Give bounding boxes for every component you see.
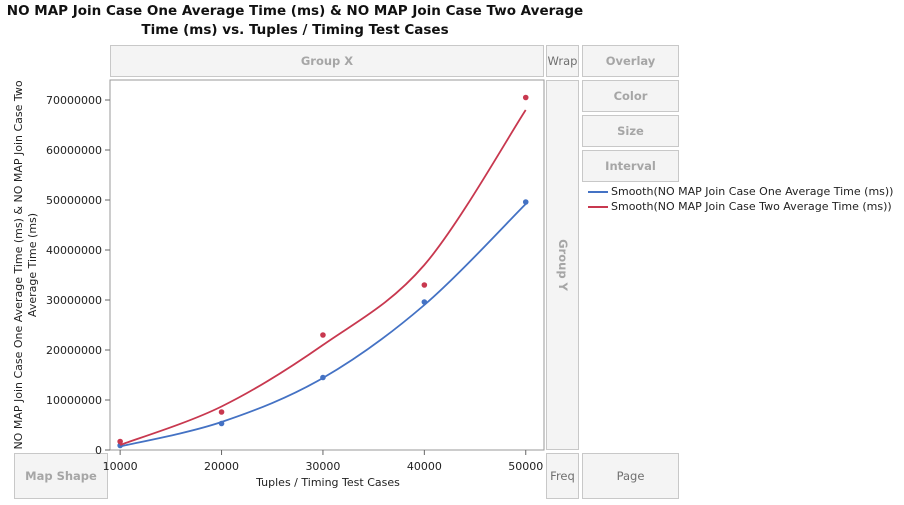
group-x-label: Group X — [300, 54, 354, 68]
x-tick-label-1: 20000 — [204, 460, 239, 473]
interval-zone[interactable]: Interval — [582, 150, 679, 182]
smooth-line-series-1 — [119, 109, 527, 446]
data-point-series-0-3 — [421, 299, 428, 305]
group-y-label: Group Y — [555, 239, 570, 291]
data-point-series-1-1 — [218, 409, 225, 415]
y-tick-label-3: 30000000 — [46, 294, 102, 307]
smooth-line-series-0 — [119, 203, 527, 448]
color-label: Color — [613, 89, 648, 103]
data-point-series-1-0 — [117, 438, 123, 445]
page-label: Page — [616, 469, 645, 483]
wrap-label: Wrap — [547, 54, 578, 68]
y-tick-label-6: 60000000 — [46, 144, 102, 157]
data-point-series-1-3 — [421, 282, 428, 288]
y-tick-label-7: 70000000 — [46, 94, 102, 107]
legend-swatch-series-two — [588, 205, 608, 208]
wrap-zone[interactable]: Wrap — [546, 45, 579, 77]
data-point-series-1-2 — [320, 332, 326, 338]
overlay-zone[interactable]: Overlay — [582, 45, 679, 77]
data-point-series-0-4 — [522, 199, 529, 205]
freq-zone[interactable]: Freq — [546, 453, 579, 499]
y-axis-label: NO MAP Join Case One Average Time (ms) &… — [6, 80, 46, 450]
overlay-label: Overlay — [605, 54, 656, 68]
group-x-zone[interactable]: Group X — [110, 45, 544, 77]
chart-title: NO MAP Join Case One Average Time (ms) &… — [6, 3, 584, 38]
x-axis-label: Tuples / Timing Test Cases — [256, 476, 400, 489]
color-zone[interactable]: Color — [582, 80, 679, 112]
y-axis-label-text: NO MAP Join Case One Average Time (ms) &… — [12, 80, 39, 450]
page-zone[interactable]: Page — [582, 453, 679, 499]
legend-item-series-one[interactable]: Smooth(NO MAP Join Case One Average Time… — [588, 184, 893, 199]
interval-label: Interval — [605, 159, 656, 173]
size-zone[interactable]: Size — [582, 115, 679, 147]
freq-label: Freq — [550, 469, 575, 483]
x-tick-label-2: 30000 — [305, 460, 340, 473]
size-label: Size — [617, 124, 644, 138]
group-y-zone[interactable]: Group Y — [546, 80, 579, 450]
legend: Smooth(NO MAP Join Case One Average Time… — [588, 184, 893, 214]
y-tick-label-4: 40000000 — [46, 244, 102, 257]
map-shape-zone[interactable]: Map Shape — [14, 453, 108, 499]
data-point-series-0-0 — [117, 442, 123, 449]
x-tick-label-3: 40000 — [407, 460, 442, 473]
legend-swatch-series-one — [588, 190, 608, 193]
data-point-series-0-1 — [218, 420, 225, 427]
legend-label-series-two: Smooth(NO MAP Join Case Two Average Time… — [611, 200, 892, 213]
data-point-series-0-2 — [320, 374, 326, 381]
legend-item-series-two[interactable]: Smooth(NO MAP Join Case Two Average Time… — [588, 199, 893, 214]
plot-frame — [109, 79, 545, 451]
y-tick-label-1: 10000000 — [46, 394, 102, 407]
x-tick-label-4: 50000 — [508, 460, 543, 473]
data-point-series-1-4 — [522, 94, 529, 101]
y-tick-label-2: 20000000 — [46, 344, 102, 357]
map-shape-label: Map Shape — [25, 469, 97, 483]
legend-label-series-one: Smooth(NO MAP Join Case One Average Time… — [611, 185, 894, 198]
y-tick-label-5: 50000000 — [46, 194, 102, 207]
